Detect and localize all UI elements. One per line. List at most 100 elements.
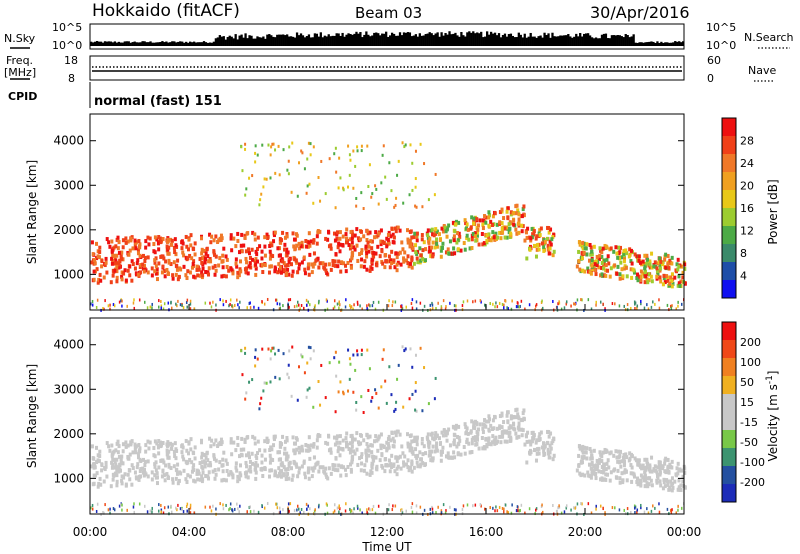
velocity-cell: [342, 392, 345, 396]
velocity-cell: [174, 447, 178, 452]
power-cell: [214, 254, 218, 259]
power-cell: [172, 260, 176, 265]
power-cell: [661, 282, 665, 287]
power-cell: [408, 193, 411, 197]
velocity-cell: [270, 349, 273, 353]
power-cell: [213, 264, 217, 269]
power-cell: [627, 254, 631, 259]
power-cell: [664, 265, 668, 270]
velocity-cell: [152, 446, 156, 451]
velocity-cell: [356, 504, 359, 508]
power-cell: [257, 306, 260, 310]
power-cell: [170, 300, 172, 304]
velocity-cell: [236, 502, 238, 506]
velocity-cell: [525, 439, 529, 444]
power-cell: [427, 249, 431, 254]
velocity-cell: [390, 393, 393, 397]
power-cell: [300, 260, 304, 265]
power-cell: [177, 299, 179, 303]
velocity-cell: [635, 480, 639, 485]
power-cell: [503, 303, 505, 307]
velocity-cell: [369, 443, 373, 448]
power-cell: [279, 302, 281, 306]
nsky-bar: [337, 33, 340, 46]
power-cell: [646, 257, 650, 262]
power-cell: [433, 193, 436, 197]
power-cell: [222, 299, 224, 303]
velocity-cell: [643, 484, 647, 489]
velocity-cell: [438, 441, 442, 446]
velocity-cell: [111, 477, 115, 482]
velocity-cell: [138, 449, 142, 454]
velocity-cell: [303, 510, 305, 514]
velocity-cell: [649, 478, 653, 483]
velocity-cell: [254, 355, 257, 359]
velocity-cell: [415, 442, 419, 447]
velocity-cell: [98, 476, 102, 481]
power-cell: [297, 262, 301, 267]
power-cell: [267, 143, 270, 147]
velocity-cell: [246, 475, 250, 480]
nsky-bar: [622, 37, 625, 46]
nave-label: Nave: [748, 64, 776, 77]
velocity-cell: [238, 510, 240, 514]
power-cell: [96, 280, 100, 285]
velocity-cell: [204, 461, 208, 466]
velocity-cell: [181, 454, 185, 459]
velocity-cell: [333, 442, 337, 447]
velocity-cell: [278, 377, 281, 381]
power-cell: [156, 241, 160, 246]
nsky-bar: [212, 41, 216, 46]
power-cell: [600, 255, 604, 260]
power-cell: [611, 302, 614, 306]
velocity-cell: [206, 458, 210, 463]
power-cell: [124, 278, 128, 283]
power-cell: [403, 145, 406, 149]
velocity-cell: [370, 463, 374, 468]
power-cell: [157, 305, 160, 309]
velocity-cell: [250, 461, 254, 466]
power-cell: [296, 300, 299, 304]
power-cell: [359, 237, 363, 242]
nsky-bar: [179, 41, 182, 46]
velocity-cell: [670, 459, 674, 464]
velocity-cell: [394, 433, 398, 438]
velocity-cell: [166, 474, 170, 479]
power-cell: [195, 264, 199, 269]
velocity-cell: [643, 476, 647, 481]
power-cell: [229, 266, 233, 271]
power-cell: [500, 207, 504, 212]
velocity-cell: [163, 478, 167, 483]
velocity-cell: [169, 466, 173, 471]
power-cell: [274, 148, 277, 152]
velocity-cell: [503, 430, 507, 435]
velocity-cell: [348, 441, 352, 446]
power-cell: [234, 303, 236, 307]
velocity-cell: [356, 353, 359, 357]
velocity-cell: [113, 472, 117, 477]
velocity-cell: [272, 437, 276, 442]
nsky-bar: [472, 31, 475, 46]
power-cell: [95, 267, 99, 272]
velocity-cell: [535, 451, 539, 456]
nsky-bar: [189, 41, 192, 46]
nsky-bar: [440, 32, 443, 46]
power-cell: [121, 299, 123, 303]
power-cell: [107, 240, 111, 245]
velocity-cell: [595, 467, 599, 472]
power-cell: [206, 270, 210, 275]
velocity-cell: [537, 451, 541, 456]
power-cell: [110, 256, 114, 261]
velocity-cell: [268, 468, 272, 473]
velocity-cell: [662, 480, 666, 485]
nsky-bar: [468, 31, 471, 46]
power-cell: [547, 251, 551, 256]
power-cell: [154, 271, 158, 276]
power-cell: [666, 278, 670, 283]
power-cell: [370, 195, 373, 199]
velocity-cell: [151, 506, 153, 510]
velocity-cell: [633, 504, 636, 508]
nsky-bar: [161, 41, 164, 46]
velocity-cell: [573, 506, 575, 510]
power-cell: [639, 278, 643, 283]
